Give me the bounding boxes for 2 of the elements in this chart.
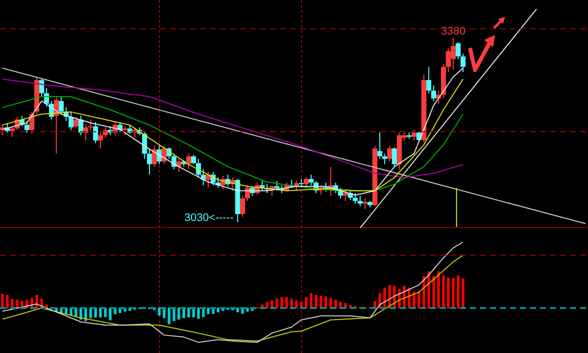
annotation: 3380 (441, 26, 466, 38)
annotation: 3030<----- (184, 212, 234, 224)
